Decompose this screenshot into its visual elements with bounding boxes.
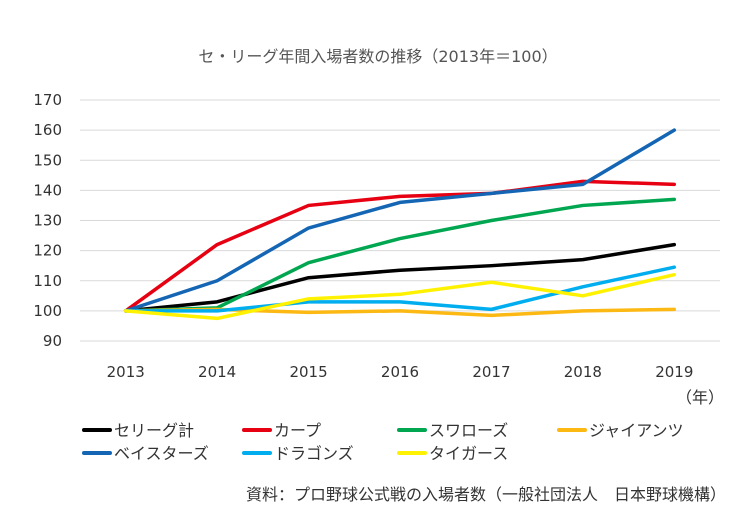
legend-label-3: スワローズ <box>429 421 508 440</box>
x-tick-label-2018: 2018 <box>564 363 602 381</box>
y-tick-label-90: 90 <box>43 332 62 350</box>
series-line-7 <box>123 272 677 321</box>
x-tick-label-2014: 2014 <box>198 363 236 381</box>
series-line-1 <box>123 242 677 313</box>
legend-label-7: タイガース <box>429 444 508 463</box>
legend-label-5: ベイスターズ <box>114 444 209 463</box>
series-lines <box>123 128 677 321</box>
legend-label-1: セリーグ計 <box>114 421 194 440</box>
series-line-6 <box>123 265 677 313</box>
source-note: 資料：プロ野球公式戦の入場者数（一般社団法人 日本野球機構） <box>246 485 726 504</box>
x-axis-tick-labels: 2013 2014 2015 2016 2017 2018 2019 <box>107 363 694 381</box>
y-tick-label-130: 130 <box>33 212 62 230</box>
legend-label-4: ジャイアンツ <box>589 421 684 440</box>
y-axis-tick-labels: 90 100 110 120 130 140 150 160 170 <box>33 91 62 350</box>
x-tick-label-2016: 2016 <box>381 363 419 381</box>
y-tick-label-160: 160 <box>33 121 62 139</box>
y-tick-label-120: 120 <box>33 242 62 260</box>
y-tick-label-140: 140 <box>33 181 62 199</box>
x-tick-label-2015: 2015 <box>289 363 327 381</box>
chart-title: セ・リーグ年間入場者数の推移（2013年＝100） <box>198 47 557 66</box>
y-tick-label-170: 170 <box>33 91 62 109</box>
x-tick-label-2019: 2019 <box>655 363 693 381</box>
y-tick-label-100: 100 <box>33 302 62 320</box>
y-tick-label-150: 150 <box>33 151 62 169</box>
legend-label-6: ドラゴンズ <box>274 444 354 463</box>
y-tick-label-110: 110 <box>33 272 62 290</box>
series-line-5 <box>123 128 677 313</box>
x-tick-label-2017: 2017 <box>472 363 510 381</box>
legend-label-2: カープ <box>274 421 321 440</box>
x-axis-unit-label: （年） <box>676 388 724 407</box>
x-tick-label-2013: 2013 <box>107 363 145 381</box>
series-line-2 <box>123 179 677 313</box>
